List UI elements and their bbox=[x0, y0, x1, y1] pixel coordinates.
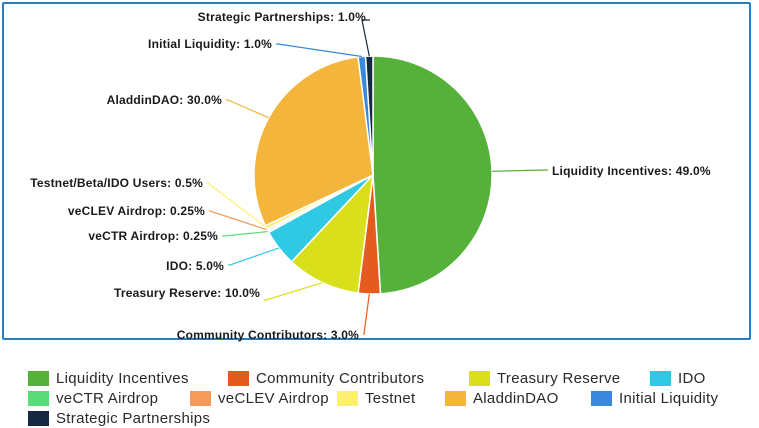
slice-label: IDO: 5.0% bbox=[166, 259, 224, 273]
callout-line bbox=[264, 282, 323, 301]
slice-label: Treasury Reserve: 10.0% bbox=[114, 286, 260, 300]
legend-swatch bbox=[469, 370, 490, 386]
legend-item-treasury-reserve[interactable]: Treasury Reserve bbox=[469, 368, 620, 388]
callout-line bbox=[276, 43, 362, 58]
legend-swatch bbox=[445, 390, 466, 406]
legend-label: Treasury Reserve bbox=[497, 369, 621, 387]
legend-item-aladdindao[interactable]: AladdinDAO bbox=[445, 388, 559, 408]
callout-line bbox=[207, 182, 267, 228]
legend-label: veCLEV Airdrop bbox=[218, 389, 329, 407]
legend-swatch bbox=[28, 390, 49, 406]
legend-item-strategic-partnerships[interactable]: Strategic Partnerships bbox=[28, 408, 210, 428]
legend-swatch bbox=[591, 390, 612, 406]
callout-line bbox=[209, 210, 268, 231]
pie-slice-aladdindao[interactable] bbox=[253, 56, 374, 227]
legend-label: AladdinDAO bbox=[473, 389, 559, 407]
slice-label: Community Contributors: 3.0% bbox=[177, 328, 359, 342]
slice-label: Strategic Partnerships: 1.0% bbox=[198, 10, 366, 24]
legend-swatch bbox=[337, 390, 358, 406]
legend-label: Liquidity Incentives bbox=[56, 369, 189, 387]
legend-swatch bbox=[228, 370, 249, 386]
chart-frame bbox=[2, 2, 751, 340]
legend-item-community-contributors[interactable]: Community Contributors bbox=[228, 368, 424, 388]
pie-chart: Liquidity Incentives: 49.0% Community Con… bbox=[30, 10, 711, 342]
slice-label: veCTR Airdrop: 0.25% bbox=[88, 229, 218, 243]
legend-swatch bbox=[190, 390, 211, 406]
legend-item-liquidity-incentives[interactable]: Liquidity Incentives bbox=[28, 368, 189, 388]
legend-label: Testnet bbox=[365, 389, 416, 407]
pie-slice-treasury-reserve[interactable] bbox=[290, 172, 375, 294]
legend-swatch bbox=[650, 370, 671, 386]
legend-item-veclev-airdrop[interactable]: veCLEV Airdrop bbox=[190, 388, 329, 408]
slice-label: Testnet/Beta/IDO Users: 0.5% bbox=[30, 176, 203, 190]
callout-line bbox=[361, 19, 370, 57]
callout-line bbox=[228, 247, 280, 266]
legend-label: Initial Liquidity bbox=[619, 389, 719, 407]
legend-label: Community Contributors bbox=[256, 369, 425, 387]
slice-label: Initial Liquidity: 1.0% bbox=[148, 37, 272, 51]
legend-item-testnet[interactable]: Testnet bbox=[337, 388, 415, 408]
slice-label: veCLEV Airdrop: 0.25% bbox=[68, 204, 205, 218]
legend-item-initial-liquidity[interactable]: Initial Liquidity bbox=[591, 388, 718, 408]
legend-swatch bbox=[28, 370, 49, 386]
slice-label: AladdinDAO: 30.0% bbox=[107, 93, 223, 107]
legend-swatch bbox=[28, 410, 49, 426]
pie-slice-liquidity-incentives[interactable] bbox=[372, 55, 493, 295]
callout-line bbox=[222, 230, 269, 237]
legend-label: veCTR Airdrop bbox=[56, 389, 159, 407]
legend: Liquidity Incentives Community Contributo… bbox=[28, 368, 748, 428]
callout-line bbox=[363, 293, 370, 335]
legend-item-ido[interactable]: IDO bbox=[650, 368, 706, 388]
legend-label: IDO bbox=[678, 369, 706, 387]
slice-label: Liquidity Incentives: 49.0% bbox=[552, 164, 711, 178]
legend-label: Strategic Partnerships bbox=[56, 409, 211, 427]
legend-item-vectr-airdrop[interactable]: veCTR Airdrop bbox=[28, 388, 158, 408]
callout-line bbox=[491, 169, 548, 172]
callout-line bbox=[226, 99, 269, 119]
